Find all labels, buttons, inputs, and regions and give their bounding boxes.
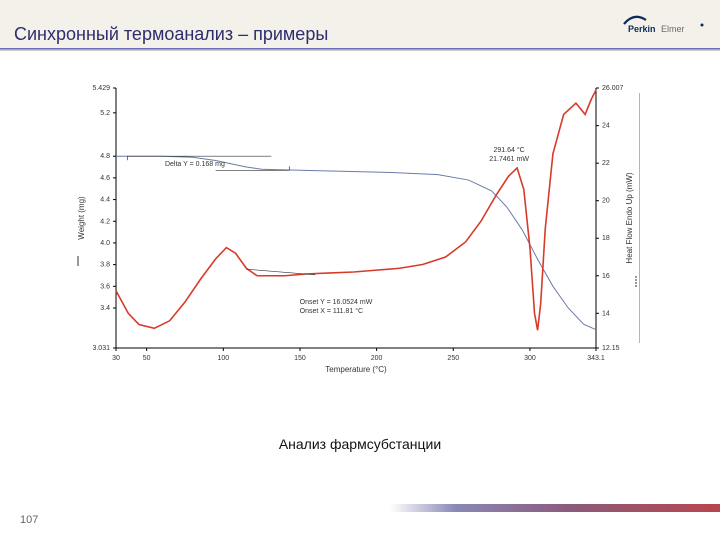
- svg-text:20: 20: [602, 198, 610, 205]
- svg-text:30: 30: [112, 355, 120, 362]
- svg-text:3.6: 3.6: [100, 283, 110, 290]
- svg-text:300: 300: [524, 355, 536, 362]
- svg-text:Delta Y = 0.168 mg: Delta Y = 0.168 mg: [165, 161, 225, 168]
- svg-text:Perkin: Perkin: [628, 24, 656, 34]
- slide: Синхронный термоанализ – примеры Perkin …: [0, 0, 720, 540]
- svg-text:26.007: 26.007: [602, 85, 624, 92]
- svg-text:5.429: 5.429: [92, 85, 110, 92]
- svg-text:16: 16: [602, 273, 610, 280]
- brand-logo: Perkin Elmer: [616, 10, 706, 40]
- svg-text:24: 24: [602, 123, 610, 130]
- page-number: 107: [20, 514, 38, 526]
- svg-text:5.2: 5.2: [100, 110, 110, 117]
- svg-text:3.8: 3.8: [100, 262, 110, 269]
- slide-title: Синхронный термоанализ – примеры: [14, 24, 328, 45]
- svg-text:4.8: 4.8: [100, 153, 110, 160]
- sta-chart: 30 50 100 150 200 250 300 343.1 Temperature (°C)…: [72, 78, 640, 378]
- svg-text:343.1: 343.1: [587, 355, 605, 362]
- svg-text:250: 250: [447, 355, 459, 362]
- svg-text:3.4: 3.4: [100, 305, 110, 312]
- svg-text:Temperature (°C): Temperature (°C): [325, 365, 387, 374]
- svg-text:14: 14: [602, 310, 610, 317]
- svg-text:22: 22: [602, 160, 610, 167]
- svg-text:3.031: 3.031: [92, 345, 110, 352]
- svg-text:100: 100: [217, 355, 229, 362]
- svg-text:18: 18: [602, 235, 610, 242]
- svg-text:4.4: 4.4: [100, 197, 110, 204]
- svg-text:50: 50: [143, 355, 151, 362]
- svg-text:Heat Flow Endo Up (mW): Heat Flow Endo Up (mW): [625, 172, 634, 263]
- svg-text:150: 150: [294, 355, 306, 362]
- svg-text:12.15: 12.15: [602, 345, 620, 352]
- svg-text:Elmer: Elmer: [661, 24, 685, 34]
- footer-accent: [390, 504, 720, 512]
- svg-text:Onset Y = 16.0524 mW: Onset Y = 16.0524 mW: [300, 299, 373, 306]
- svg-text:Onset X = 111.81 °C: Onset X = 111.81 °C: [300, 307, 363, 315]
- svg-text:4.2: 4.2: [100, 218, 110, 225]
- svg-text:291.64 °C: 291.64 °C: [493, 146, 524, 154]
- svg-text:Weight (mg): Weight (mg): [77, 196, 86, 240]
- svg-text:4.6: 4.6: [100, 175, 110, 182]
- svg-text:4.0: 4.0: [100, 240, 110, 247]
- svg-text:200: 200: [371, 355, 383, 362]
- caption: Анализ фармсубстанции: [0, 436, 720, 452]
- svg-text:21.7461 mW: 21.7461 mW: [489, 156, 529, 163]
- header-rule: [0, 48, 720, 51]
